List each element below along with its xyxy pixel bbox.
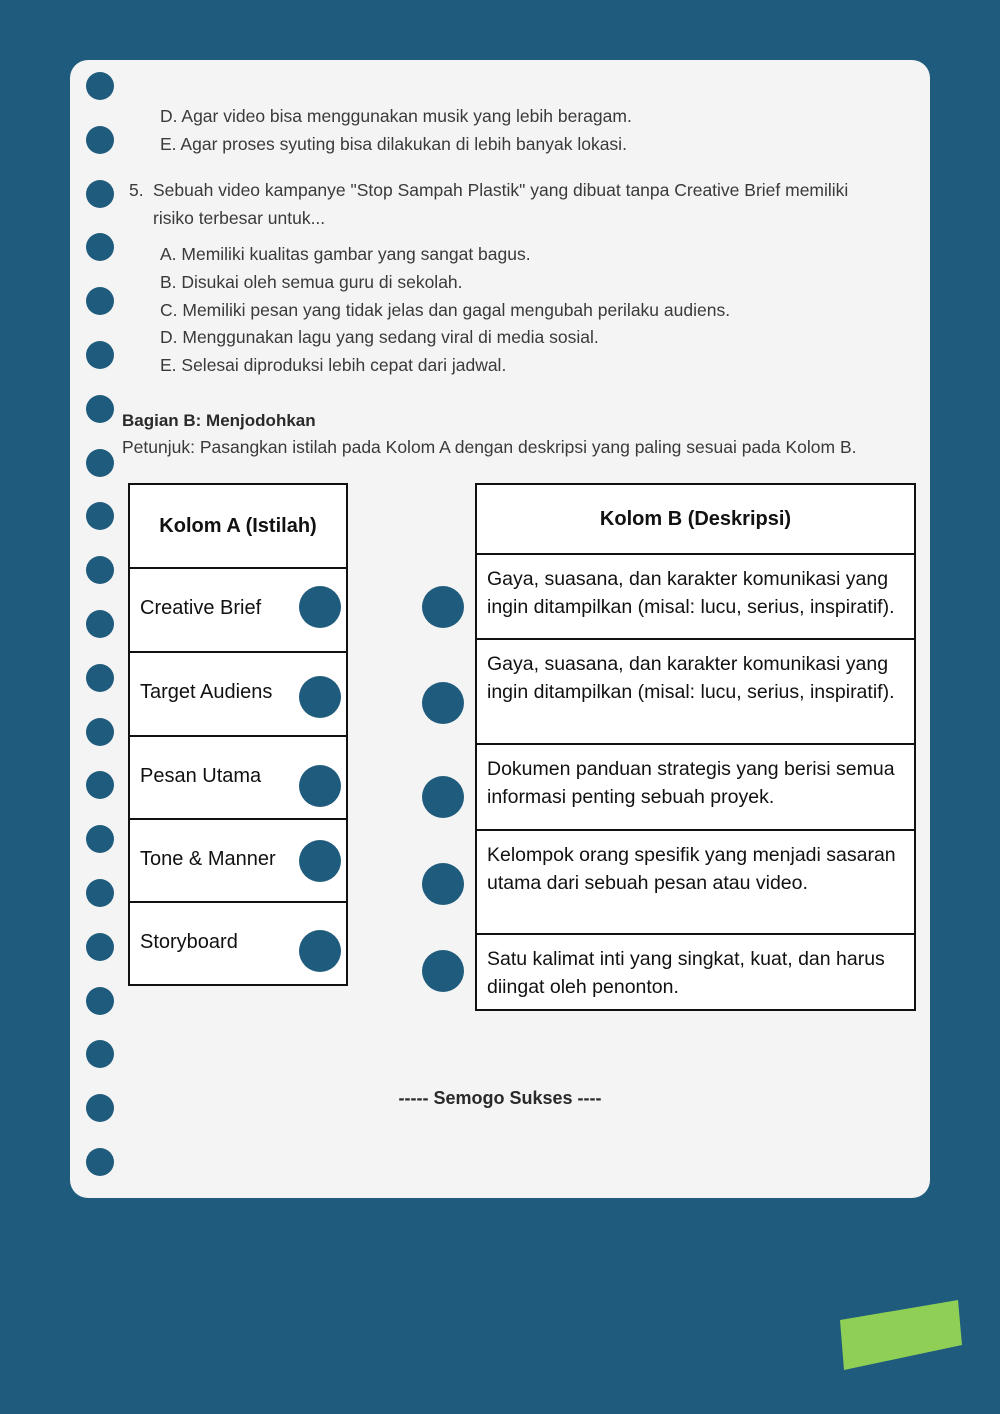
instructions: Petunjuk: Pasangkan istilah pada Kolom A… (122, 437, 857, 457)
match-dot-b[interactable] (422, 776, 464, 818)
spiral-hole (86, 287, 114, 316)
section-title: Bagian B: Menjodohkan (122, 411, 316, 430)
spiral-hole (86, 125, 114, 154)
spiral-hole (86, 771, 114, 800)
spiral-hole (86, 1094, 114, 1123)
spiral-hole (86, 879, 114, 907)
match-dot-b[interactable] (422, 950, 464, 992)
table-a-cell: Storyboard (128, 901, 348, 986)
match-dot-b[interactable] (422, 586, 464, 628)
option: A. Memiliki kualitas gambar yang sangat … (160, 244, 531, 264)
table-b-cell: Gaya, suasana, dan karakter komunikasi y… (475, 553, 916, 640)
option: B. Disukai oleh semua guru di sekolah. (160, 271, 463, 292)
match-dot-a[interactable] (299, 840, 341, 882)
spiral-hole (86, 663, 114, 692)
match-dot-a[interactable] (299, 930, 341, 972)
spiral-hole (86, 1040, 114, 1069)
spiral-hole (86, 233, 114, 262)
tape (840, 1300, 962, 1370)
option: D. Agar video bisa menggunakan musik yan… (160, 106, 632, 126)
spiral-hole (86, 986, 114, 1015)
option: E. Agar proses syuting bisa dilakukan di… (160, 134, 627, 154)
match-dot-a[interactable] (299, 676, 341, 718)
spiral-hole (86, 502, 114, 531)
match-dot-b[interactable] (422, 682, 464, 724)
spiral-hole (86, 610, 114, 638)
table-b-cell: Dokumen panduan strategis yang berisi se… (475, 743, 916, 831)
spiral-hole (86, 341, 114, 369)
option: D. Menggunakan lagu yang sedang viral di… (160, 327, 599, 348)
question-number: 5. (129, 180, 144, 200)
table-b-cell: Gaya, suasana, dan karakter komunikasi y… (475, 638, 916, 745)
match-dot-a[interactable] (299, 765, 341, 807)
question-text: Sebuah video kampanye "Stop Sampah Plast… (153, 180, 849, 228)
footer: ----- Semogo Sukses ---- (398, 1088, 602, 1108)
table-b-header: Kolom B (Deskripsi) (475, 483, 916, 555)
spiral-hole (86, 932, 114, 961)
spiral-hole (86, 179, 114, 208)
spiral-hole (86, 448, 114, 477)
spiral-hole (86, 717, 114, 746)
table-b-cell: Kelompok orang spesifik yang menjadi sas… (475, 829, 916, 935)
spiral-hole (86, 556, 114, 585)
table-b-cell: Satu kalimat inti yang singkat, kuat, da… (475, 933, 916, 1011)
brand: LIVEWORKSHEETS (718, 1372, 1000, 1408)
option: C. Memiliki pesan yang tidak jelas dan g… (160, 299, 731, 320)
option: E. Selesai diproduksi lebih cepat dari j… (160, 355, 507, 376)
spiral-hole (86, 825, 114, 854)
spiral-hole (86, 1148, 114, 1176)
table-a-header: Kolom A (Istilah) (128, 483, 348, 569)
match-dot-b[interactable] (422, 863, 464, 905)
spiral-hole (86, 394, 114, 423)
match-dot-a[interactable] (299, 586, 341, 628)
spiral-hole (86, 72, 114, 100)
